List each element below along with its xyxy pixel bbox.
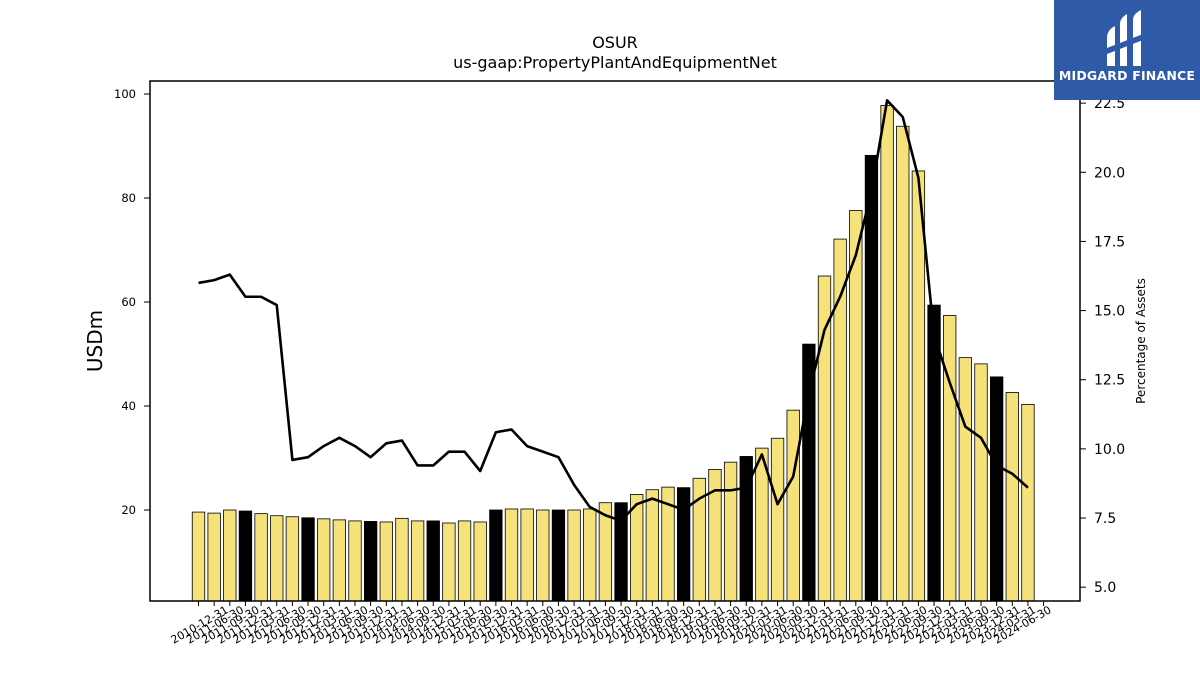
bar (958, 357, 972, 602)
y2-axis-label: Percentage of Assets (1134, 278, 1148, 404)
bar (583, 508, 597, 602)
bar (1005, 392, 1019, 602)
bar (254, 513, 268, 602)
bar (489, 509, 503, 602)
bar (567, 509, 581, 602)
chart-subtitle: us-gaap:PropertyPlantAndEquipmentNet (453, 53, 777, 72)
bar (880, 105, 894, 602)
bar (442, 522, 456, 602)
bar (285, 516, 300, 602)
bar (943, 315, 957, 602)
y2-tick-label: 5.0 (1094, 580, 1116, 596)
logo-mark-icon (1107, 10, 1143, 66)
logo-text: MIDGARD FINANCE (1058, 68, 1196, 83)
bar (410, 520, 425, 602)
bar (301, 517, 315, 602)
bar (770, 437, 785, 602)
bar (974, 363, 988, 602)
bar (817, 275, 832, 602)
bar (363, 521, 378, 602)
bar (520, 508, 534, 602)
bar (457, 520, 472, 602)
bar (395, 517, 409, 602)
y2-tick-label: 20.0 (1094, 165, 1125, 181)
y2-tick-label: 12.5 (1094, 373, 1125, 389)
y2-tick-label: 15.0 (1094, 304, 1125, 320)
bar (786, 409, 800, 602)
bar (426, 520, 440, 602)
y2-tick-label: 10.0 (1094, 442, 1125, 458)
bar (911, 170, 926, 602)
y-tick-label: 80 (121, 191, 136, 205)
bar (348, 520, 362, 602)
plot-frame (149, 80, 1081, 602)
y-axis-label: USDm (83, 310, 107, 372)
bar (379, 521, 393, 602)
brand-logo: MIDGARD FINANCE (1054, 0, 1200, 100)
bar (223, 509, 237, 602)
bar (723, 461, 738, 602)
bar (1021, 404, 1035, 602)
bar (551, 509, 566, 602)
y2-tick-label: 7.5 (1094, 511, 1116, 527)
percentage-line (198, 99, 1029, 523)
chart-title: OSUR (592, 33, 638, 52)
bar (990, 376, 1004, 602)
y2-tick-label: 17.5 (1094, 234, 1125, 250)
bar (191, 511, 206, 602)
y-tick-label: 20 (121, 503, 136, 517)
bar (332, 519, 347, 602)
y-tick-label: 40 (121, 399, 136, 413)
bar (317, 518, 331, 602)
bar (270, 515, 284, 602)
bar (896, 125, 910, 602)
bar (473, 521, 487, 602)
y-tick-label: 60 (121, 295, 136, 309)
bar (207, 512, 221, 602)
bar (677, 487, 691, 602)
bar (645, 489, 659, 602)
bar (802, 343, 816, 602)
y2-tick-label: 22.5 (1094, 96, 1125, 112)
bar (238, 510, 253, 602)
bar (504, 508, 519, 602)
bar (864, 154, 879, 602)
bar-group (191, 105, 1035, 602)
bar (536, 509, 550, 602)
y-tick-label: 100 (114, 87, 136, 101)
